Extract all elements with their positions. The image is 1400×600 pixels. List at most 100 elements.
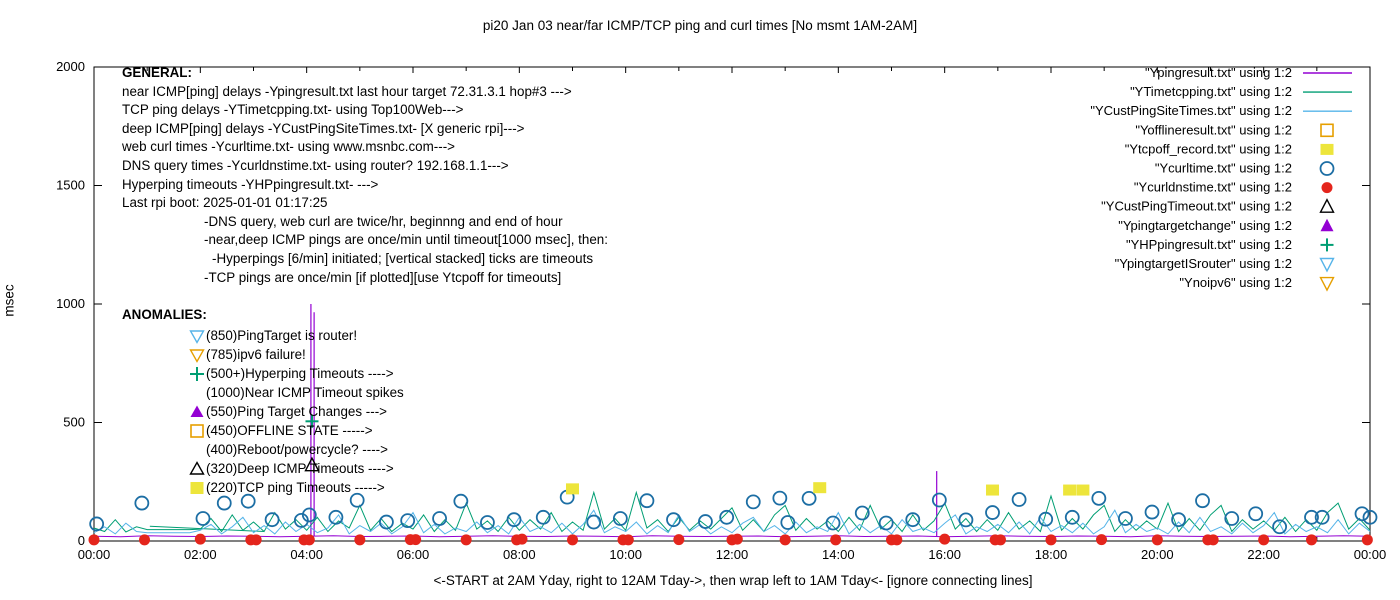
legend-label: "YHPpingresult.txt" using 1:2 (1126, 237, 1292, 252)
point-Ycurldnstime (1361, 534, 1373, 546)
legend-sample-marker (1319, 161, 1335, 176)
legend-label: "Ypingresult.txt" using 1:2 (1145, 65, 1292, 80)
point-Ycurltime (905, 512, 921, 528)
point-Ycurltime (1011, 492, 1027, 507)
general-note-line: -TCP pings are once/min [if plotted][use… (204, 269, 562, 285)
point-Ycurltime (698, 514, 713, 529)
point-Ycurltime (825, 515, 841, 531)
x-tick-label: 00:00 (78, 547, 111, 562)
square-filled-icon (189, 480, 205, 496)
point-Ycurltime (780, 515, 796, 530)
anomaly-text: (320)Deep ICMP Timeouts ----> (206, 461, 394, 476)
point-Ycurltime (1304, 509, 1319, 525)
x-tick-label: 14:00 (822, 547, 855, 562)
point-YCustPingTimeout (304, 456, 320, 472)
anomaly-row: (850)PingTarget is router! (189, 326, 404, 345)
general-note-line: -DNS query, web curl are twice/hr, begin… (204, 213, 563, 229)
point-Ycurltime (1144, 504, 1160, 520)
point-Ytcpoff_record (1063, 484, 1077, 496)
x-tick-label: 18:00 (1035, 547, 1068, 562)
legend-sample-marker (1319, 276, 1335, 292)
plus-icon (189, 366, 205, 382)
point-Ycurltime (1248, 506, 1264, 522)
y-tick-label: 0 (78, 533, 85, 548)
x-tick-label: 04:00 (290, 547, 323, 562)
point-Ycurldnstime (516, 533, 528, 545)
point-Ycurldnstime (994, 534, 1006, 546)
y-tick-label: 1000 (56, 296, 85, 311)
x-tick-label: 20:00 (1141, 547, 1174, 562)
legend-sample-marker (1319, 198, 1335, 213)
point-Ycurldnstime (460, 534, 472, 546)
x-tick-label: 08:00 (503, 547, 536, 562)
general-note-line: DNS query times -Ycurldnstime.txt- using… (122, 157, 509, 173)
anomaly-row: (500+)Hyperping Timeouts ----> (189, 364, 404, 383)
point-Ycurltime (878, 515, 894, 531)
anomaly-row: (1000)Near ICMP Timeout spikes (189, 383, 404, 402)
legend-sample-marker (1320, 218, 1334, 232)
general-note-line: web curl times -Ycurltime.txt- using www… (122, 139, 455, 155)
general-note-line: Hyperping timeouts -YHPpingresult.txt- -… (122, 176, 379, 192)
connector-YTimetcpping (149, 525, 265, 533)
point-Ycurltime (400, 513, 416, 529)
point-Ycurltime (328, 509, 344, 525)
chart-title: pi20 Jan 03 near/far ICMP/TCP ping and c… (482, 18, 918, 33)
point-Ytcpoff_record (986, 484, 1000, 496)
point-Ycurldnstime (567, 534, 578, 546)
point-Ycurldnstime (622, 534, 634, 546)
point-Ycurltime (745, 494, 761, 510)
point-Ycurltime (666, 512, 681, 528)
general-note-line: TCP ping delays -YTimetcpping.txt- using… (122, 102, 464, 118)
point-Ycurltime (349, 492, 365, 508)
anomaly-text: (220)TCP ping Timeouts -----> (206, 480, 385, 495)
legend-label: "YCustPingTimeout.txt" using 1:2 (1101, 199, 1292, 214)
point-Ycurldnstime (410, 534, 422, 546)
x-axis-caption: <-START at 2AM Yday, right to 12AM Tday-… (433, 573, 1033, 588)
anomaly-row: (220)TCP ping Timeouts -----> (189, 478, 404, 497)
point-Ycurltime (931, 492, 947, 508)
legend-label: "Ypingtargetchange" using 1:2 (1118, 218, 1292, 233)
anomaly-text: (500+)Hyperping Timeouts ----> (206, 366, 394, 381)
point-Ycurldnstime (194, 533, 206, 545)
point-Ycurltime (264, 512, 280, 528)
point-Ycurltime (958, 512, 974, 528)
anomalies-header: ANOMALIES: (122, 307, 207, 322)
legend-label: "Ynoipv6" using 1:2 (1179, 275, 1292, 290)
legend-label: "YpingtargetISrouter" using 1:2 (1115, 256, 1292, 271)
point-Ycurldnstime (779, 534, 791, 546)
x-tick-label: 02:00 (184, 547, 217, 562)
general-note-line: near ICMP[ping] delays -Ypingresult.txt … (122, 83, 572, 99)
legend-label: "Yofflineresult.txt" using 1:2 (1135, 122, 1292, 137)
general-notes: GENERAL: near ICMP[ping] delays -Ypingres… (122, 64, 608, 287)
point-Ycurldnstime (939, 533, 951, 545)
anomaly-text: (1000)Near ICMP Timeout spikes (206, 385, 404, 400)
point-Ycurltime (1195, 493, 1210, 509)
point-Ycurldnstime (891, 534, 903, 546)
general-note-line: -near,deep ICMP pings are once/min until… (204, 232, 608, 248)
point-Ycurltime (89, 516, 105, 532)
point-Ycurltime (639, 493, 655, 509)
point-Ycurltime (506, 512, 522, 528)
point-Ycurltime (1171, 512, 1186, 528)
y-axis-label: msec (1, 284, 17, 317)
tri-down-open-icon (189, 347, 205, 363)
point-Ycurldnstime (1096, 534, 1108, 546)
legend-sample-marker (1320, 143, 1334, 155)
point-Ycurltime (1362, 509, 1378, 525)
general-header: GENERAL: (122, 65, 192, 80)
y-tick-label: 500 (63, 415, 85, 430)
point-Ycurltime (985, 505, 1000, 520)
anomaly-text: (400)Reboot/powercycle? ----> (206, 442, 388, 457)
anomaly-row: (320)Deep ICMP Timeouts ----> (189, 459, 404, 478)
point-Ycurltime (1118, 511, 1133, 526)
point-Ycurltime (432, 511, 447, 526)
point-Ycurltime (1272, 519, 1288, 535)
point-Ycurltime (1038, 511, 1054, 527)
point-Ycurltime (134, 495, 150, 511)
anomaly-text: (785)ipv6 failure! (206, 347, 306, 362)
anomaly-row: (450)OFFLINE STATE -----> (189, 421, 404, 440)
series-line-YTimetcpping (93, 490, 1371, 533)
point-Ycurltime (1314, 509, 1330, 525)
legend-sample-marker (1319, 257, 1335, 273)
